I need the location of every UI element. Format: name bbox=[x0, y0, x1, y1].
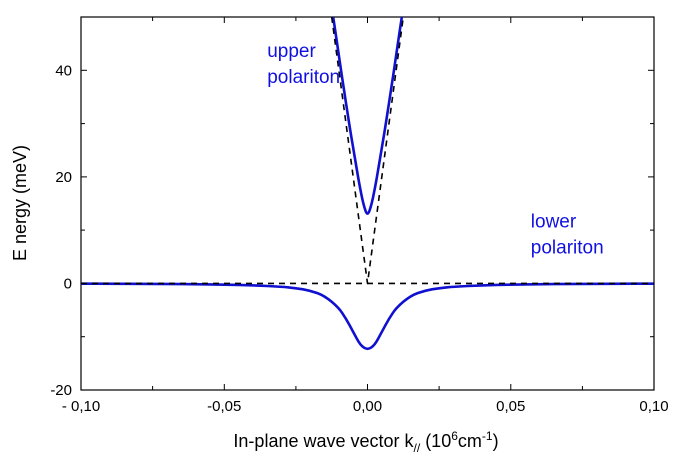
x-tick-label: 0,05 bbox=[496, 398, 525, 415]
series-line-2 bbox=[330, 17, 405, 285]
x-axis-title-subscript: // bbox=[414, 441, 421, 455]
series-line-0 bbox=[331, 17, 404, 215]
y-tick-label: -20 bbox=[50, 382, 72, 399]
y-tick-label: 20 bbox=[55, 169, 72, 186]
x-tick-label: 0,00 bbox=[353, 398, 382, 415]
x-axis-title-close: ) bbox=[493, 431, 499, 451]
annotation-line: upper bbox=[267, 41, 316, 62]
x-tick-label: -0,05 bbox=[207, 398, 241, 415]
y-axis-title: E nergy (meV) bbox=[10, 145, 30, 261]
annotation-line: polariton bbox=[531, 237, 604, 258]
series-layer bbox=[81, 17, 654, 351]
annotations: upper polariton lower polariton bbox=[267, 41, 603, 259]
x-axis-title: In-plane wave vector k// (106cm-1) bbox=[233, 429, 498, 455]
x-tick-label: 0,10 bbox=[639, 398, 668, 415]
y-tick-label: 40 bbox=[55, 62, 72, 79]
x-axis-title-paren: (10 bbox=[420, 431, 451, 451]
x-tick-label: - 0,10 bbox=[62, 398, 100, 415]
x-axis-title-unit: cm bbox=[458, 431, 482, 451]
axis-ticks bbox=[80, 16, 655, 391]
plot-frame bbox=[80, 16, 655, 391]
x-axis-title-sup-exponent: 6 bbox=[451, 429, 458, 443]
x-axis-title-sup-unit: -1 bbox=[482, 429, 493, 443]
annotation-line: polariton bbox=[267, 67, 340, 88]
annotation-1: lower polariton bbox=[531, 211, 604, 258]
x-axis-title-main: In-plane wave vector k bbox=[233, 431, 414, 451]
series-line-1 bbox=[81, 282, 654, 351]
tick-labels: - 0,10 -0,05 0,00 0,05 0,10 -20 0 20 40 bbox=[50, 62, 668, 415]
annotation-line: lower bbox=[531, 211, 577, 232]
annotation-0: upper polariton bbox=[267, 41, 340, 88]
y-tick-label: 0 bbox=[64, 275, 72, 292]
